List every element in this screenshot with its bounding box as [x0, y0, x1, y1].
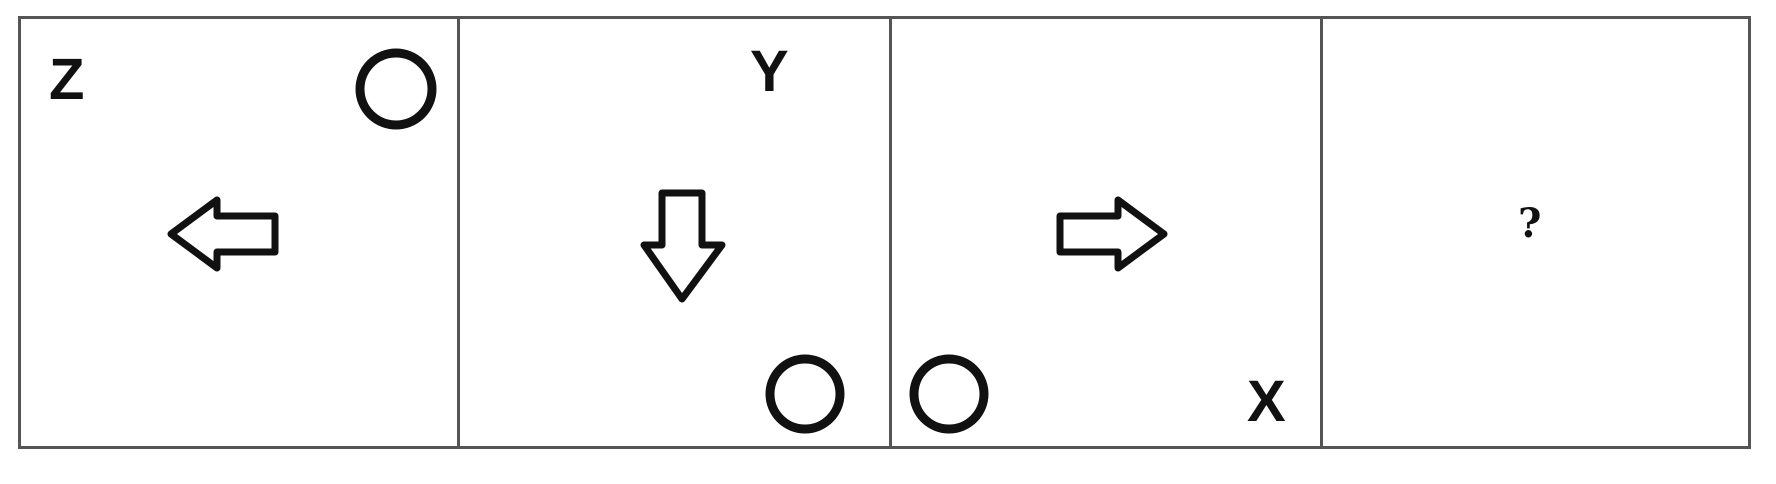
left-arrow-icon: [167, 196, 279, 272]
letter-x: X: [1247, 369, 1286, 434]
letter-z: Z: [49, 47, 85, 112]
circle-icon: [765, 354, 845, 434]
circle-icon: [909, 354, 989, 434]
panel-1: Z: [21, 19, 457, 446]
puzzle-strip: Z Y X ?: [18, 16, 1751, 449]
panel-4: ?: [1320, 19, 1748, 446]
right-arrow-icon: [1056, 196, 1168, 272]
panel-3: X: [889, 19, 1320, 446]
panel-2: Y: [457, 19, 889, 446]
circle-icon: [355, 48, 437, 130]
letter-y: Y: [750, 39, 789, 104]
down-arrow-icon: [640, 189, 726, 303]
question-mark: ?: [1518, 200, 1542, 247]
